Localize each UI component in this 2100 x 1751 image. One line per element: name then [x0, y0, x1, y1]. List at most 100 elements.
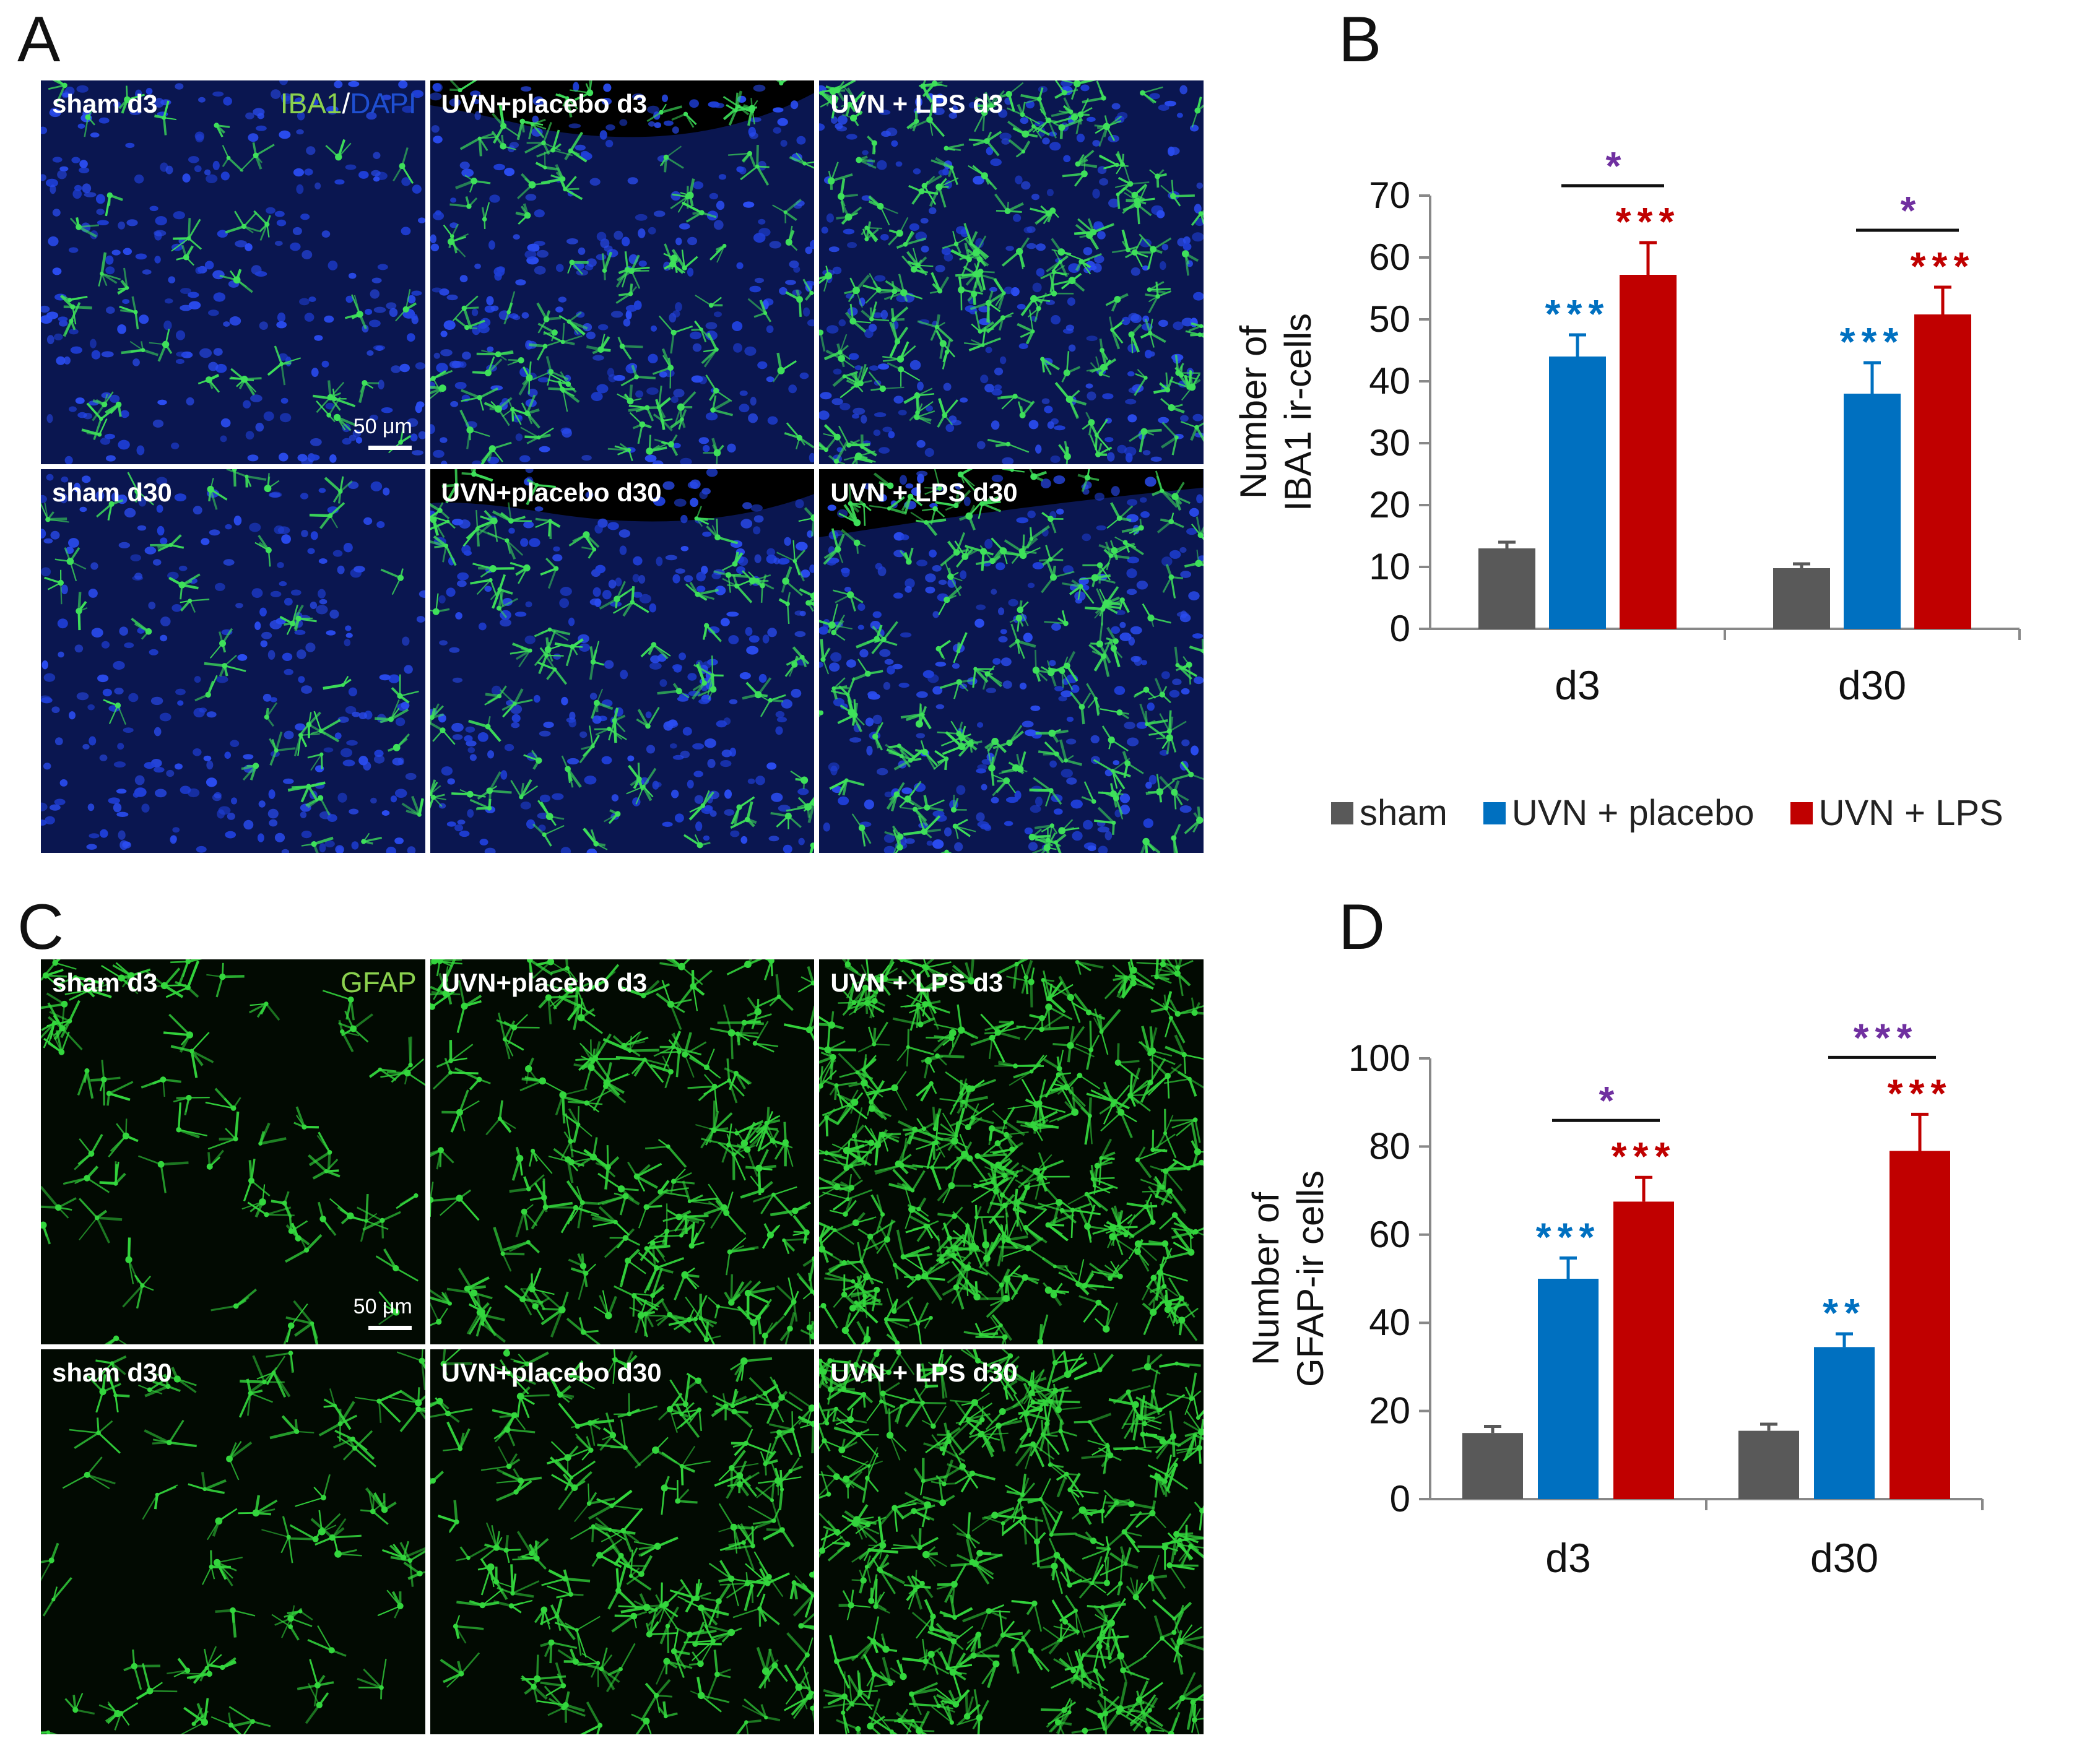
- micrograph-tile-label: sham d30: [52, 478, 172, 507]
- legend-label-placebo: UVN + placebo: [1511, 793, 1755, 833]
- bar: [1814, 1347, 1875, 1499]
- significance-stars: ***: [1911, 244, 1976, 288]
- y-axis-label-line: Number of: [1233, 326, 1274, 499]
- bar: [1773, 568, 1830, 629]
- micrograph-tile: UVN+placebo d3: [430, 959, 815, 1344]
- bar: [1549, 357, 1606, 629]
- scale-bar-line: [368, 1326, 412, 1330]
- micrograph-tile: UVN + LPS d3: [819, 80, 1204, 464]
- y-tick-label: 60: [1369, 236, 1410, 278]
- panel-letter-a: A: [17, 4, 61, 76]
- micrograph-tile: UVN+placebo d30: [430, 1349, 815, 1734]
- micrograph-tile: UVN+placebo d30: [430, 469, 815, 853]
- legend-item-lps: UVN + LPS: [1790, 792, 2003, 834]
- micrograph-texture: [41, 469, 425, 853]
- scale-bar-line: [368, 446, 412, 450]
- y-tick-label: 60: [1369, 1214, 1410, 1255]
- significance-stars: ***: [1888, 1071, 1953, 1115]
- micrograph-texture: [430, 959, 815, 1344]
- legend-item-placebo: UVN + placebo: [1483, 792, 1755, 834]
- y-tick-label: 40: [1369, 360, 1410, 402]
- y-tick-label: 80: [1369, 1125, 1410, 1167]
- micrograph-tile-label: UVN+placebo d3: [441, 89, 648, 118]
- comparison-stars: *: [1606, 144, 1628, 188]
- panel-letter-c: C: [17, 891, 64, 963]
- micrograph-tile-label: sham d3: [52, 89, 158, 118]
- iba1-bar-chart: 0 10 20 30 40 50 60 70 Number ofIBA1 ir-cells d3 d…: [1233, 144, 2021, 708]
- micrograph-tile-label: sham d30: [52, 1358, 172, 1387]
- y-tick-label: 10: [1369, 546, 1410, 587]
- x-category-label: d3: [1545, 1535, 1590, 1581]
- legend-label-lps: UVN + LPS: [1818, 793, 2003, 833]
- micrograph-tile-label: UVN+placebo d3: [441, 968, 648, 997]
- y-tick-label: 30: [1369, 422, 1410, 464]
- iba1-micrograph-grid: sham d3 IBA1/DAPI 50 μm UVN+placebo d3 UVN +…: [41, 80, 1204, 853]
- micrograph-tile-label: UVN + LPS d3: [830, 968, 1004, 997]
- y-axis-label-line: Number of: [1245, 1192, 1286, 1365]
- significance-stars: ***: [1612, 1134, 1677, 1178]
- micrograph-tile: sham d30: [41, 469, 425, 853]
- bar: [1538, 1279, 1599, 1499]
- y-tick-label: 70: [1369, 175, 1410, 216]
- bar: [1620, 275, 1677, 629]
- significance-stars: **: [1823, 1291, 1866, 1335]
- micrograph-tile-label: UVN + LPS d3: [830, 89, 1004, 118]
- stain-label-separator: /: [342, 87, 350, 119]
- x-category-label: d3: [1555, 662, 1600, 708]
- stain-label-green: GFAP: [340, 966, 417, 998]
- scale-bar-label: 50 μm: [353, 1295, 412, 1318]
- micrograph-tile-label: UVN+placebo d30: [441, 1358, 662, 1387]
- micrograph-texture: [430, 469, 815, 853]
- bar: [1613, 1201, 1674, 1499]
- y-tick-label: 0: [1390, 1478, 1410, 1520]
- legend-swatch-lps: [1790, 802, 1813, 824]
- micrograph-tile-label: sham d3: [52, 968, 158, 997]
- y-axis-label-line: GFAP-ir cells: [1290, 1170, 1331, 1387]
- micrograph-tile-label: UVN + LPS d30: [830, 478, 1018, 507]
- micrograph-texture: [41, 1349, 425, 1734]
- micrograph-tile: sham d30: [41, 1349, 425, 1734]
- panel-letter-d: D: [1339, 891, 1386, 963]
- stain-label: GFAP: [341, 966, 417, 999]
- x-category-label: d30: [1810, 1535, 1878, 1581]
- significance-stars: ***: [1545, 292, 1610, 336]
- significance-stars: ***: [1536, 1215, 1601, 1260]
- micrograph-texture: [819, 469, 1204, 853]
- micrograph-tile: UVN + LPS d30: [819, 1349, 1204, 1734]
- y-axis-label: Number ofIBA1 ir-cells: [1233, 313, 1319, 511]
- micrograph-tile: sham d3 IBA1/DAPI 50 μm: [41, 80, 425, 464]
- legend-label-sham: sham: [1360, 793, 1447, 833]
- chart-b-legend: sham UVN + placebo UVN + LPS: [1331, 792, 2039, 834]
- y-tick-label: 40: [1369, 1302, 1410, 1343]
- micrograph-tile: sham d3 GFAP 50 μm: [41, 959, 425, 1344]
- micrograph-tile: UVN + LPS d30: [819, 469, 1204, 853]
- y-tick-label: 0: [1390, 608, 1410, 649]
- bar: [1844, 394, 1901, 629]
- gfap-bar-chart: 0 20 40 60 80 100 Number ofGFAP-ir cells d3 d30 *…: [1245, 1021, 1984, 1581]
- y-tick-label: 20: [1369, 1390, 1410, 1432]
- bar: [1478, 548, 1535, 629]
- micrograph-texture: [819, 959, 1204, 1344]
- micrograph-texture: [819, 80, 1204, 464]
- legend-swatch-sham: [1331, 802, 1353, 824]
- y-axis-label: Number ofGFAP-ir cells: [1245, 1170, 1331, 1387]
- bar: [1738, 1430, 1799, 1499]
- micrograph-tile-label: UVN+placebo d30: [441, 478, 662, 507]
- bar: [1914, 314, 1971, 629]
- micrograph-tile-label: UVN + LPS d30: [830, 1358, 1018, 1387]
- stain-label: IBA1/DAPI: [280, 87, 417, 120]
- panel-letter-b: B: [1339, 4, 1382, 76]
- micrograph-texture: [41, 80, 425, 464]
- scale-bar-label: 50 μm: [353, 415, 412, 438]
- comparison-stars: ***: [1854, 1021, 1919, 1060]
- y-tick-label: 50: [1369, 298, 1410, 340]
- significance-stars: ***: [1616, 199, 1681, 244]
- comparison-stars: *: [1901, 188, 1922, 233]
- bar: [1890, 1151, 1950, 1499]
- legend-item-sham: sham: [1331, 792, 1447, 834]
- y-tick-label: 100: [1348, 1037, 1410, 1079]
- legend-swatch-placebo: [1483, 802, 1506, 824]
- y-tick-label: 20: [1369, 484, 1410, 525]
- significance-stars: ***: [1840, 319, 1905, 364]
- comparison-stars: *: [1599, 1078, 1621, 1123]
